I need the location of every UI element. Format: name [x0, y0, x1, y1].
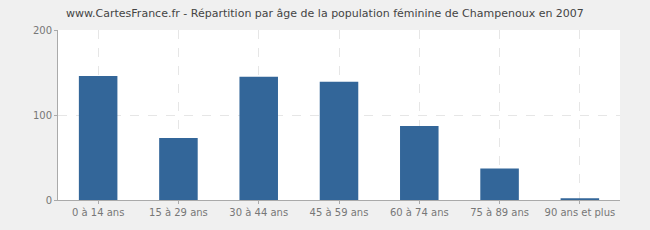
svg-text:60 à 74 ans: 60 à 74 ans — [390, 207, 449, 218]
svg-text:90 ans et plus: 90 ans et plus — [545, 207, 616, 218]
svg-text:75 à 89 ans: 75 à 89 ans — [470, 207, 529, 218]
svg-text:www.CartesFrance.fr - Répartit: www.CartesFrance.fr - Répartition par âg… — [66, 7, 584, 20]
svg-text:200: 200 — [33, 25, 52, 36]
svg-text:0 à 14 ans: 0 à 14 ans — [72, 207, 124, 218]
svg-text:0: 0 — [46, 195, 52, 206]
svg-text:100: 100 — [33, 110, 52, 121]
svg-text:30 à 44 ans: 30 à 44 ans — [229, 207, 288, 218]
svg-text:15 à 29 ans: 15 à 29 ans — [149, 207, 208, 218]
svg-text:45 à 59 ans: 45 à 59 ans — [310, 207, 369, 218]
